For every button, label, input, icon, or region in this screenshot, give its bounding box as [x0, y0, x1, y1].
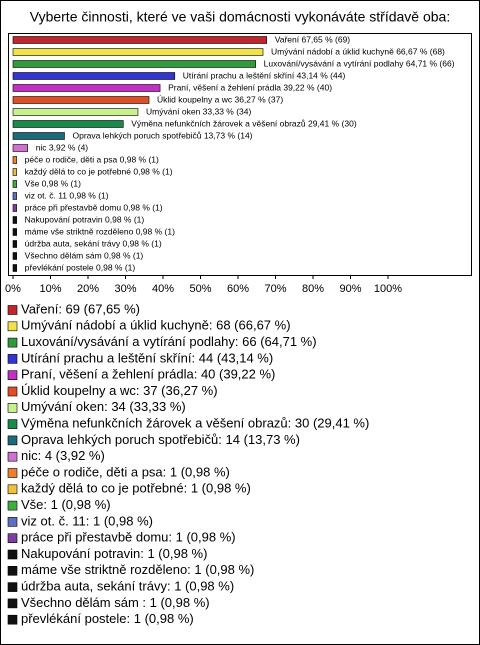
x-tick-label: 30% [114, 283, 136, 295]
legend-swatch [7, 370, 18, 381]
x-tick-label: 100% [374, 283, 402, 295]
legend-label: převlékání postele: 1 (0,98 %) [21, 611, 194, 626]
bar [12, 48, 264, 56]
legend-label: Vše: 1 (0,98 %) [21, 497, 111, 512]
legend-swatch [7, 451, 18, 462]
bar-label: Nakupování potravin 0,98 % (1) [25, 214, 145, 224]
legend-swatch [7, 484, 18, 495]
legend-swatch [7, 435, 18, 446]
bar-label: péče o rodiče, děti a psa 0,98 % (1) [25, 154, 159, 164]
legend-swatch [7, 598, 18, 609]
bar [12, 120, 124, 128]
legend-label: údržba auta, sekání trávy: 1 (0,98 %) [21, 579, 234, 594]
legend-label: Umývání oken: 34 (33,33 %) [21, 399, 186, 414]
x-tick-label: 80% [302, 283, 324, 295]
legend-swatch [7, 500, 18, 511]
legend-swatch [7, 468, 18, 478]
bar-label: Utírání prachu a leštění skříní 43,14 % … [183, 70, 346, 80]
bar [12, 144, 28, 152]
bar-label: Umývání nádobí a úklid kuchyně 66,67 % (… [271, 46, 445, 56]
legend-label: Výměna nefunkčních žárovek a věšení obra… [21, 416, 369, 431]
x-tick-label: 0% [5, 283, 21, 295]
bar-label: údržba auta, sekání trávy 0,98 % (1) [25, 238, 162, 248]
legend-swatch [7, 402, 18, 413]
bar [12, 156, 17, 164]
legend-label: Utírání prachu a leštění skříní: 44 (43,… [21, 350, 273, 365]
legend-label: Úklid koupelny a wc: 37 (36,27 %) [21, 383, 218, 398]
x-tick-label: 50% [189, 283, 211, 295]
legend-label: Všechno dělám sám : 1 (0,98 %) [21, 595, 210, 610]
bar [12, 252, 17, 260]
bar [12, 168, 17, 176]
bar [12, 228, 17, 236]
legend-swatch [7, 549, 18, 560]
bar [12, 84, 161, 92]
legend-swatch [7, 305, 18, 315]
bar [12, 264, 17, 272]
bar-label: Úklid koupelny a wc 36,27 % (37) [157, 94, 283, 104]
bar-label: převlékání postele 0,98 % (1) [25, 262, 136, 272]
bar-label: každý dělá to co je potřebné 0,98 % (1) [25, 166, 173, 176]
bar-label: Umývání oken 33,33 % (34) [146, 106, 252, 116]
legend-label: nic: 4 (3,92 %) [21, 448, 105, 463]
legend-swatch [7, 517, 18, 527]
x-tick-label: 40% [152, 283, 174, 295]
plot-area [8, 33, 472, 276]
legend-label: Nakupování potravin: 1 (0,98 %) [21, 546, 207, 561]
legend-swatch [7, 337, 18, 348]
bar-label: viz ot. č. 11 0,98 % (1) [25, 190, 109, 200]
legend-label: Praní, věšení a žehlení prádla: 40 (39,2… [21, 367, 275, 382]
bar-label: Výměna nefunkčních žárovek a věšení obra… [131, 118, 357, 128]
bar-label: Všechno dělám sám 0,98 % (1) [25, 250, 144, 260]
x-tick-label: 20% [77, 283, 99, 295]
legend-label: Umývání nádobí a úklid kuchyně: 68 (66,6… [21, 318, 291, 333]
legend-label: Oprava lehkých poruch spotřebičů: 14 (13… [21, 432, 300, 447]
legend-swatch [7, 582, 18, 592]
bar-label: práce při přestavbě domu 0,98 % (1) [25, 202, 163, 212]
bar [12, 36, 267, 44]
bar-label: nic 3,92 % (4) [36, 142, 89, 152]
chart-title: Vyberte činnosti, které ve vaši domácnos… [30, 9, 450, 25]
legend-swatch [7, 533, 18, 544]
bar [12, 108, 139, 116]
bar [12, 60, 256, 68]
x-tick-label: 90% [339, 283, 361, 295]
bar [12, 132, 65, 140]
legend-label: Luxování/vysávání a vytírání podlahy: 66… [21, 334, 317, 349]
bar-label: Oprava lehkých poruch spotřebičů 13,73 %… [72, 130, 252, 140]
x-tick-label: 10% [39, 283, 61, 295]
legend-label: péče o rodiče, děti a psa: 1 (0,98 %) [21, 464, 230, 479]
bar-label: Vše 0,98 % (1) [25, 178, 81, 188]
legend-swatch [7, 614, 18, 625]
bar [12, 192, 17, 200]
bar [12, 216, 17, 224]
bar-label: Luxování/vysávání a vytírání podlahy 64,… [264, 58, 455, 68]
legend-swatch [7, 386, 18, 397]
legend-swatch [7, 565, 18, 576]
legend-label: práce při přestavbě domu: 1 (0,98 %) [21, 530, 236, 545]
legend-label: máme vše striktně rozděleno: 1 (0,98 %) [21, 562, 254, 577]
x-tick-label: 60% [227, 283, 249, 295]
legend-swatch [7, 321, 18, 332]
legend-swatch [7, 419, 18, 429]
bar [12, 204, 17, 212]
bar [12, 180, 17, 188]
legend-label: každý dělá to co je potřebné: 1 (0,98 %) [21, 481, 251, 496]
bar-label: Vaření 67,65 % (69) [275, 34, 351, 44]
bar-label: máme vše striktně rozděleno 0,98 % (1) [25, 226, 175, 236]
legend-swatch [7, 354, 18, 364]
bar [12, 240, 17, 248]
bar-label: Praní, věšení a žehlení prádla 39,22 % (… [168, 82, 332, 92]
bar [12, 72, 176, 80]
bar [12, 96, 150, 104]
legend-label: viz ot. č. 11: 1 (0,98 %) [21, 513, 153, 528]
legend-label: Vaření: 69 (67,65 %) [21, 301, 140, 316]
x-tick-label: 70% [264, 283, 286, 295]
